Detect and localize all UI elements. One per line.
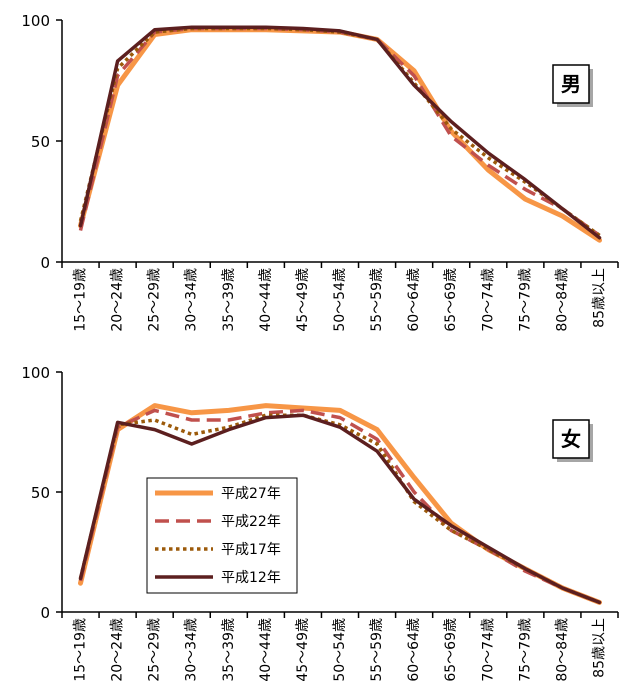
x-tick-label: 15～19歳 <box>73 268 89 332</box>
x-tick-label: 40～44歳 <box>258 268 274 332</box>
panel-label: 男 <box>561 72 581 96</box>
series-line-4 <box>78 25 602 240</box>
y-tick-label: 100 <box>21 364 50 382</box>
chart-panel-female: 0 50 100 15～19歳 20～24歳 25～29歳 30～34歳 35～39歳 40～4… <box>21 364 619 682</box>
x-tick-label: 85歳以上 <box>591 618 607 678</box>
legend-label: 平成17年 <box>221 542 281 558</box>
series-line-1 <box>78 27 602 243</box>
x-tick-label: 30～34歳 <box>184 618 200 682</box>
x-tick-label: 40～44歳 <box>258 618 274 682</box>
x-tick-label: 45～49歳 <box>295 268 311 332</box>
x-tick-label: 75～79歳 <box>517 618 533 682</box>
legend-label: 平成27年 <box>221 486 281 502</box>
x-tick-label: 45～49歳 <box>295 618 311 682</box>
y-tick-label: 100 <box>21 12 50 30</box>
y-tick-label: 0 <box>40 604 50 622</box>
chart-panel-male: 0 50 100 15～19歳 20～24歳 25～29歳 30～34歳 35～39歳 40～4… <box>21 12 619 332</box>
series-line-3 <box>78 413 601 605</box>
legend-box <box>146 477 298 594</box>
x-tick-label: 70～74歳 <box>480 618 496 682</box>
x-tick-label: 70～74歳 <box>480 268 496 332</box>
panel-label-box <box>552 419 590 459</box>
x-tick-label: 20～24歳 <box>110 618 126 682</box>
x-tick-label: 50～54歳 <box>332 618 348 682</box>
x-tick-label: 15～19歳 <box>73 618 89 682</box>
legend-label: 平成22年 <box>221 514 281 530</box>
y-tick-label: 0 <box>40 254 50 272</box>
x-tick-label: 80～84歳 <box>554 618 570 682</box>
x-tick-label: 55～59歳 <box>369 268 385 332</box>
panel-label-box <box>552 64 590 104</box>
legend-label: 平成12年 <box>221 570 281 586</box>
series-line-4 <box>78 413 602 605</box>
series-line-3 <box>78 26 601 237</box>
x-tick-label: 60～64歳 <box>406 268 422 332</box>
x-tick-label: 60～64歳 <box>406 618 422 682</box>
x-tick-label: 75～79歳 <box>517 268 533 332</box>
x-tick-label: 20～24歳 <box>110 268 126 332</box>
x-tick-label: 65～69歳 <box>443 268 459 332</box>
x-tick-label: 85歳以上 <box>591 268 607 328</box>
x-tick-label: 25～29歳 <box>147 618 163 682</box>
y-tick-label: 50 <box>31 133 50 151</box>
x-tick-label: 25～29歳 <box>147 268 163 332</box>
x-tick-label: 35～39歳 <box>221 268 237 332</box>
x-tick-label: 80～84歳 <box>554 268 570 332</box>
x-tick-label: 55～59歳 <box>369 618 385 682</box>
y-tick-label: 50 <box>31 484 50 502</box>
x-tick-label: 35～39歳 <box>221 618 237 682</box>
x-tick-label: 50～54歳 <box>332 268 348 332</box>
x-tick-label: 30～34歳 <box>184 268 200 332</box>
series-line-2 <box>78 408 601 605</box>
panel-label: 女 <box>561 427 581 451</box>
x-tick-label: 65～69歳 <box>443 618 459 682</box>
series-line-2 <box>78 26 601 237</box>
